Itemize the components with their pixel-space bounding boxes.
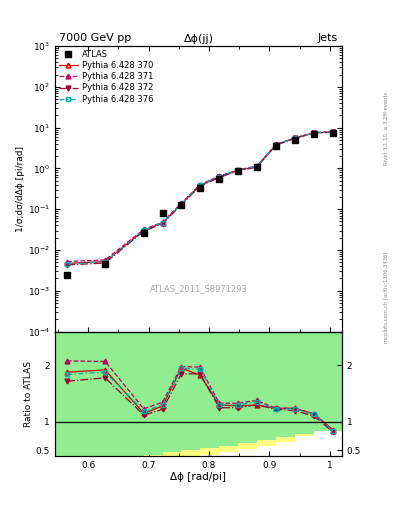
Text: ATLAS_2011_S8971293: ATLAS_2011_S8971293 [149,284,248,293]
Pythia 6.428 372 [198,183,202,189]
Pythia 6.428 370 [198,182,202,188]
Y-axis label: Ratio to ATLAS: Ratio to ATLAS [24,360,33,426]
Text: Jets: Jets [318,33,338,44]
Line: Pythia 6.428 371: Pythia 6.428 371 [65,130,335,264]
Pythia 6.428 371 [254,163,259,169]
Pythia 6.428 376 [292,135,297,141]
Pythia 6.428 372 [292,135,297,141]
ATLAS [312,131,316,137]
ATLAS [217,176,222,182]
Line: Pythia 6.428 376: Pythia 6.428 376 [65,130,335,266]
Pythia 6.428 370 [292,135,297,141]
Pythia 6.428 371 [198,182,202,188]
Pythia 6.428 370 [236,167,241,174]
Pythia 6.428 371 [103,257,108,263]
ATLAS [160,209,165,216]
Line: Pythia 6.428 372: Pythia 6.428 372 [65,130,335,267]
Pythia 6.428 372 [65,262,70,268]
Pythia 6.428 376 [65,261,70,267]
Pythia 6.428 371 [160,219,165,225]
Pythia 6.428 372 [236,167,241,174]
Pythia 6.428 371 [274,141,278,147]
Pythia 6.428 371 [312,130,316,136]
X-axis label: Δϕ [rad/pi]: Δϕ [rad/pi] [171,472,226,482]
ATLAS [141,230,146,236]
ATLAS [331,130,335,136]
Legend: ATLAS, Pythia 6.428 370, Pythia 6.428 371, Pythia 6.428 372, Pythia 6.428 376: ATLAS, Pythia 6.428 370, Pythia 6.428 37… [57,49,155,105]
ATLAS [254,164,259,170]
Line: ATLAS: ATLAS [64,130,336,278]
Pythia 6.428 372 [217,175,222,181]
Pythia 6.428 371 [217,173,222,179]
Pythia 6.428 376 [254,163,259,169]
ATLAS [179,202,184,208]
Pythia 6.428 376 [274,141,278,147]
Pythia 6.428 371 [292,135,297,141]
Pythia 6.428 371 [141,226,146,232]
Pythia 6.428 372 [274,142,278,148]
ATLAS [65,271,70,278]
Pythia 6.428 370 [274,142,278,148]
ATLAS [198,185,202,191]
Pythia 6.428 370 [331,129,335,135]
Pythia 6.428 372 [103,260,108,266]
Pythia 6.428 376 [179,201,184,207]
Pythia 6.428 370 [217,174,222,180]
Title: Δϕ(jj): Δϕ(jj) [184,34,213,44]
Pythia 6.428 376 [103,259,108,265]
Text: 7000 GeV pp: 7000 GeV pp [59,33,131,44]
Line: Pythia 6.428 370: Pythia 6.428 370 [65,130,335,266]
Pythia 6.428 372 [312,130,316,136]
Pythia 6.428 372 [254,164,259,170]
ATLAS [292,137,297,143]
ATLAS [103,261,108,267]
Pythia 6.428 371 [65,259,70,265]
Pythia 6.428 370 [160,220,165,226]
Y-axis label: 1/σ;dσ/dΔϕ [pi/rad]: 1/σ;dσ/dΔϕ [pi/rad] [16,146,25,232]
Pythia 6.428 370 [254,164,259,170]
Pythia 6.428 376 [331,129,335,135]
Pythia 6.428 371 [236,167,241,173]
Text: Rivet 3.1.10, ≥ 3.2M events: Rivet 3.1.10, ≥ 3.2M events [384,91,389,165]
Pythia 6.428 370 [65,260,70,266]
Pythia 6.428 376 [312,130,316,136]
Pythia 6.428 370 [312,130,316,136]
Pythia 6.428 376 [160,220,165,226]
ATLAS [274,143,278,149]
ATLAS [236,168,241,174]
Text: mcplots.cern.ch [arXiv:1306.3436]: mcplots.cern.ch [arXiv:1306.3436] [384,251,389,343]
Pythia 6.428 376 [141,227,146,233]
Pythia 6.428 370 [141,227,146,233]
Pythia 6.428 372 [331,129,335,135]
Pythia 6.428 376 [198,182,202,188]
Pythia 6.428 372 [160,221,165,227]
Pythia 6.428 376 [217,174,222,180]
Pythia 6.428 371 [331,129,335,135]
Pythia 6.428 376 [236,167,241,173]
Pythia 6.428 370 [179,201,184,207]
Pythia 6.428 372 [141,228,146,234]
Pythia 6.428 370 [103,259,108,265]
Pythia 6.428 372 [179,202,184,208]
Pythia 6.428 371 [179,200,184,206]
